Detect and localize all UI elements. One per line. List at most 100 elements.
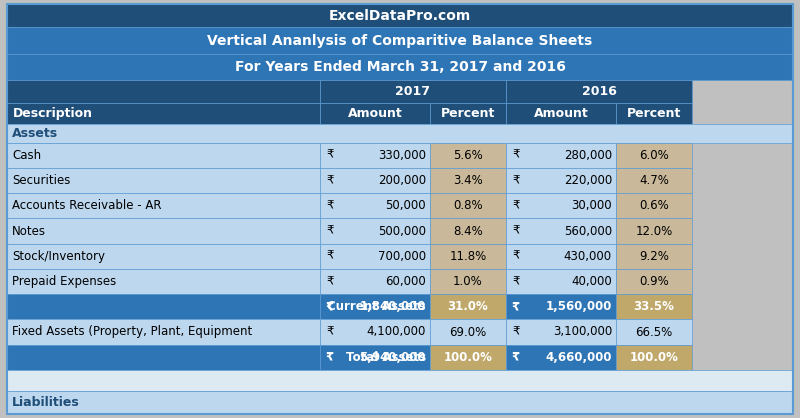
Text: Fixed Assets (Property, Plant, Equipment: Fixed Assets (Property, Plant, Equipment <box>12 326 252 339</box>
Text: ₹: ₹ <box>512 300 520 313</box>
Text: Amount: Amount <box>534 107 588 120</box>
Text: Liabilities: Liabilities <box>12 396 80 409</box>
Bar <box>7 54 793 80</box>
Text: Total Assets: Total Assets <box>346 351 426 364</box>
Bar <box>320 344 430 370</box>
Bar <box>320 103 430 124</box>
Bar <box>7 103 320 124</box>
Bar <box>616 219 692 244</box>
Bar <box>320 168 430 193</box>
Text: ₹: ₹ <box>326 199 334 212</box>
Bar <box>7 193 320 219</box>
Text: 1,840,000: 1,840,000 <box>360 300 426 313</box>
Bar <box>320 219 430 244</box>
Bar <box>616 103 692 124</box>
Bar <box>506 244 616 269</box>
Text: 4.7%: 4.7% <box>639 174 669 187</box>
Text: 33.5%: 33.5% <box>634 300 674 313</box>
Bar <box>506 219 616 244</box>
Text: 430,000: 430,000 <box>564 250 612 263</box>
Bar <box>506 344 616 370</box>
Text: ₹: ₹ <box>326 174 334 187</box>
Text: 6.0%: 6.0% <box>639 149 669 162</box>
Bar <box>616 319 692 344</box>
Text: 700,000: 700,000 <box>378 250 426 263</box>
Text: 0.6%: 0.6% <box>639 199 669 212</box>
Bar <box>320 244 430 269</box>
Bar <box>616 168 692 193</box>
Bar <box>430 193 506 219</box>
Bar <box>430 294 506 319</box>
Text: ₹: ₹ <box>326 149 334 162</box>
Text: ₹: ₹ <box>513 149 520 162</box>
Text: 100.0%: 100.0% <box>630 351 678 364</box>
Bar <box>7 27 793 54</box>
Bar <box>430 319 506 344</box>
Text: 1,560,000: 1,560,000 <box>546 300 612 313</box>
Bar <box>616 269 692 294</box>
Text: 3,100,000: 3,100,000 <box>553 326 612 339</box>
Text: 66.5%: 66.5% <box>635 326 673 339</box>
Text: 4,100,000: 4,100,000 <box>366 326 426 339</box>
Text: ₹: ₹ <box>326 275 334 288</box>
Text: ₹: ₹ <box>326 351 334 364</box>
Bar <box>7 370 793 391</box>
Bar <box>506 294 616 319</box>
Text: 9.2%: 9.2% <box>639 250 669 263</box>
Text: 200,000: 200,000 <box>378 174 426 187</box>
Text: Description: Description <box>13 107 93 120</box>
Text: 0.8%: 0.8% <box>453 199 483 212</box>
Text: Percent: Percent <box>627 107 681 120</box>
Bar <box>320 319 430 344</box>
Text: 50,000: 50,000 <box>386 199 426 212</box>
Bar <box>506 80 692 103</box>
Text: Notes: Notes <box>12 224 46 237</box>
Text: 11.8%: 11.8% <box>450 250 486 263</box>
Text: 69.0%: 69.0% <box>450 326 486 339</box>
Text: Percent: Percent <box>441 107 495 120</box>
Text: ExcelDataPro.com: ExcelDataPro.com <box>329 8 471 23</box>
Text: 280,000: 280,000 <box>564 149 612 162</box>
Bar <box>616 193 692 219</box>
Bar <box>7 294 320 319</box>
Text: ₹: ₹ <box>326 326 334 339</box>
Text: ₹: ₹ <box>326 300 334 313</box>
Bar <box>430 344 506 370</box>
Text: 1.0%: 1.0% <box>453 275 483 288</box>
Text: Cash: Cash <box>12 149 41 162</box>
Text: Vertical Ananlysis of Comparitive Balance Sheets: Vertical Ananlysis of Comparitive Balanc… <box>207 34 593 48</box>
Bar <box>506 103 616 124</box>
Bar <box>320 269 430 294</box>
Bar <box>320 294 430 319</box>
Text: 560,000: 560,000 <box>564 224 612 237</box>
Bar <box>7 4 793 27</box>
Text: 500,000: 500,000 <box>378 224 426 237</box>
Text: Prepaid Expenses: Prepaid Expenses <box>12 275 116 288</box>
Bar <box>7 219 320 244</box>
Bar <box>320 193 430 219</box>
Bar <box>7 124 793 143</box>
Bar <box>430 219 506 244</box>
Bar <box>430 103 506 124</box>
Bar <box>506 319 616 344</box>
Text: 100.0%: 100.0% <box>443 351 493 364</box>
Bar <box>616 344 692 370</box>
Text: 12.0%: 12.0% <box>635 224 673 237</box>
Bar <box>7 80 320 103</box>
Bar <box>506 269 616 294</box>
Text: 31.0%: 31.0% <box>448 300 488 313</box>
Text: Amount: Amount <box>348 107 402 120</box>
Text: 8.4%: 8.4% <box>453 224 483 237</box>
Text: 220,000: 220,000 <box>564 174 612 187</box>
Text: 40,000: 40,000 <box>571 275 612 288</box>
Text: ₹: ₹ <box>326 250 334 263</box>
Text: ₹: ₹ <box>513 174 520 187</box>
Bar <box>506 193 616 219</box>
Bar <box>7 244 320 269</box>
Bar <box>320 80 506 103</box>
Text: 2016: 2016 <box>582 85 617 98</box>
Text: 60,000: 60,000 <box>386 275 426 288</box>
Bar <box>7 344 320 370</box>
Bar <box>506 168 616 193</box>
Bar <box>616 244 692 269</box>
